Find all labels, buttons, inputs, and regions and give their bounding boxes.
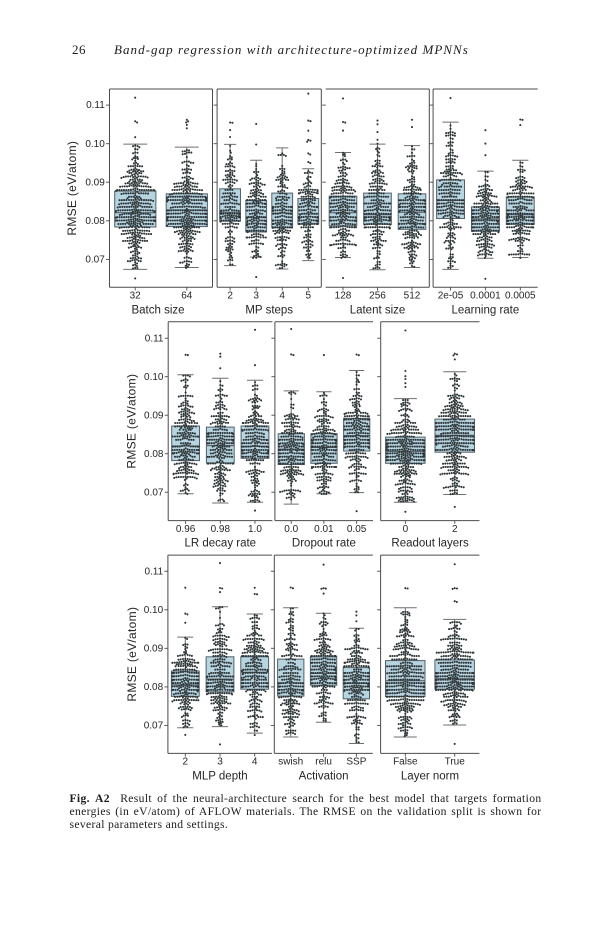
svg-text:0.10: 0.10 [144,605,164,616]
svg-text:0: 0 [403,524,409,535]
svg-text:False: False [393,757,418,768]
svg-text:4: 4 [279,291,285,302]
svg-text:Layer norm: Layer norm [401,770,459,782]
svg-text:MLP depth: MLP depth [192,770,247,782]
svg-text:4: 4 [252,757,258,768]
svg-text:256: 256 [369,291,386,302]
svg-text:2e-05: 2e-05 [438,291,464,302]
svg-text:0.01: 0.01 [314,524,334,535]
svg-text:0.08: 0.08 [144,449,164,460]
svg-text:2: 2 [227,291,233,302]
svg-text:3: 3 [217,757,223,768]
svg-text:0.05: 0.05 [347,524,367,535]
svg-text:0.09: 0.09 [85,177,105,188]
svg-text:True: True [445,757,466,768]
svg-text:RMSE (eV/atom): RMSE (eV/atom) [125,374,139,469]
svg-text:0.07: 0.07 [144,487,164,498]
svg-text:LR decay rate: LR decay rate [184,538,256,550]
svg-text:Activation: Activation [299,770,349,782]
svg-text:0.0: 0.0 [284,524,298,535]
svg-text:0.11: 0.11 [145,333,164,344]
svg-text:0.10: 0.10 [144,372,164,383]
svg-text:0.09: 0.09 [144,643,164,654]
svg-text:2: 2 [452,524,458,535]
svg-text:32: 32 [130,291,142,302]
svg-text:Dropout rate: Dropout rate [292,538,356,550]
svg-text:512: 512 [404,291,421,302]
svg-text:0.08: 0.08 [144,682,164,693]
svg-text:MP steps: MP steps [245,304,293,316]
svg-text:0.11: 0.11 [86,100,105,111]
svg-text:0.98: 0.98 [211,524,231,535]
svg-text:Latent size: Latent size [350,304,406,316]
svg-text:2: 2 [183,757,189,768]
svg-text:0.10: 0.10 [85,139,105,150]
svg-text:Learning rate: Learning rate [452,304,520,316]
svg-text:Batch size: Batch size [131,304,184,316]
svg-text:5: 5 [306,291,312,302]
svg-text:0.07: 0.07 [85,255,105,266]
svg-text:3: 3 [253,291,259,302]
svg-text:swish: swish [278,757,303,768]
svg-text:1.0: 1.0 [248,524,262,535]
svg-text:relu: relu [315,757,332,768]
svg-text:128: 128 [335,291,352,302]
svg-text:0.09: 0.09 [144,410,164,421]
svg-text:0.11: 0.11 [144,566,163,577]
svg-text:64: 64 [181,291,193,302]
svg-text:0.08: 0.08 [85,216,105,227]
svg-text:RMSE (eV/atom): RMSE (eV/atom) [65,141,79,236]
svg-text:0.96: 0.96 [176,524,196,535]
svg-text:RMSE (eV/atom): RMSE (eV/atom) [125,607,139,702]
svg-text:0.0005: 0.0005 [505,291,536,302]
svg-text:0.07: 0.07 [144,721,164,732]
svg-text:0.0001: 0.0001 [470,291,501,302]
svg-text:SSP: SSP [346,757,366,768]
svg-text:Readout layers: Readout layers [391,538,469,550]
